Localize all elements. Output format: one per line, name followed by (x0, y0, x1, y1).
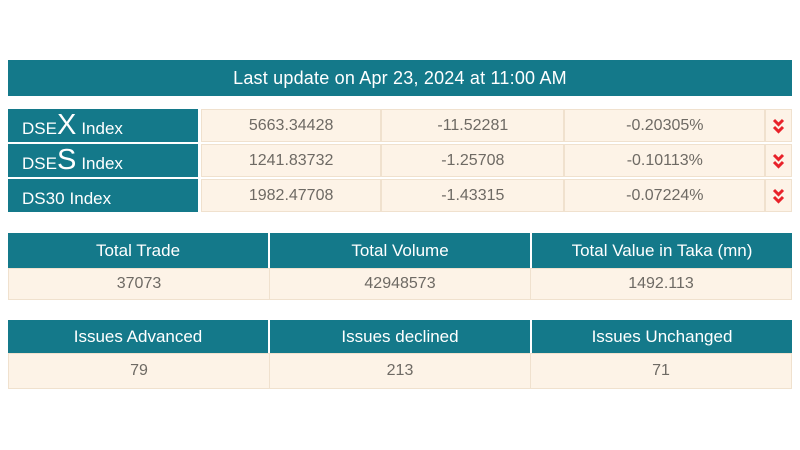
last-update-banner: Last update on Apr 23, 2024 at 11:00 AM (8, 60, 792, 96)
index-name-suffix: Index (81, 154, 123, 173)
index-name-big-letter: S (56, 144, 77, 176)
total-volume-value: 42948573 (270, 268, 531, 300)
header-total-volume: Total Volume (270, 233, 530, 268)
totals-value-row: 37073 42948573 1492.113 (8, 268, 792, 300)
header-issues-advanced: Issues Advanced (8, 320, 268, 353)
index-value: 1241.83732 (200, 144, 382, 177)
index-name-ds30: DS30 Index (8, 179, 198, 212)
issues-header-row: Issues Advanced Issues declined Issues U… (8, 320, 792, 353)
market-summary-page: Last update on Apr 23, 2024 at 11:00 AM … (8, 60, 793, 389)
issues-advanced-value: 79 (8, 353, 270, 389)
issues-table: Issues Advanced Issues declined Issues U… (8, 320, 792, 389)
total-trade-value: 37073 (8, 268, 270, 300)
header-total-trade: Total Trade (8, 233, 268, 268)
index-name-prefix: DS30 (22, 189, 65, 208)
index-name-dses: DSES Index (8, 144, 198, 177)
index-value: 1982.47708 (200, 179, 382, 212)
index-change: -1.43315 (381, 179, 565, 212)
index-name-big-letter: X (56, 109, 77, 141)
index-name-prefix: DSE (22, 154, 57, 173)
expand-row-button[interactable] (765, 179, 793, 212)
totals-table: Total Trade Total Volume Total Value in … (8, 233, 792, 300)
index-change: -11.52281 (381, 109, 565, 142)
index-change-percent: -0.20305% (564, 109, 766, 142)
index-value: 5663.34428 (200, 109, 382, 142)
last-update-text: Last update on Apr 23, 2024 at 11:00 AM (233, 67, 567, 88)
expand-row-button[interactable] (765, 109, 793, 142)
issues-declined-value: 213 (270, 353, 531, 389)
header-issues-unchanged: Issues Unchanged (532, 320, 792, 353)
total-value-taka: 1492.113 (531, 268, 792, 300)
double-chevron-down-icon (773, 118, 785, 134)
index-table: DSEX Index 5663.34428 -11.52281 -0.20305%… (8, 109, 793, 212)
issues-unchanged-value: 71 (531, 353, 792, 389)
index-row-dses: DSES Index 1241.83732 -1.25708 -0.10113% (8, 144, 793, 177)
double-chevron-down-icon (773, 188, 785, 204)
index-change: -1.25708 (381, 144, 565, 177)
totals-header-row: Total Trade Total Volume Total Value in … (8, 233, 792, 268)
double-chevron-down-icon (773, 153, 785, 169)
issues-value-row: 79 213 71 (8, 353, 792, 389)
index-name-dsex: DSEX Index (8, 109, 198, 142)
expand-row-button[interactable] (765, 144, 793, 177)
header-total-value: Total Value in Taka (mn) (532, 233, 792, 268)
index-name-prefix: DSE (22, 119, 57, 138)
index-name-suffix: Index (69, 189, 112, 208)
index-row-ds30: DS30 Index 1982.47708 -1.43315 -0.07224% (8, 179, 793, 212)
header-issues-declined: Issues declined (270, 320, 530, 353)
index-name-suffix: Index (81, 119, 123, 138)
index-row-dsex: DSEX Index 5663.34428 -11.52281 -0.20305% (8, 109, 793, 142)
index-change-percent: -0.07224% (564, 179, 766, 212)
index-change-percent: -0.10113% (564, 144, 766, 177)
